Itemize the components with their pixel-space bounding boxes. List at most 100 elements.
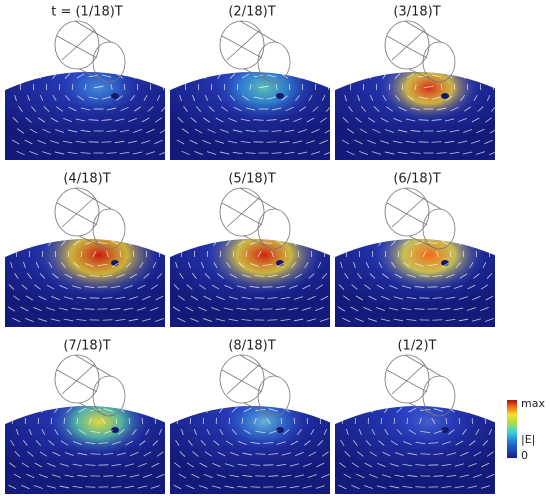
panel-label: t = (1/18)T [51, 5, 123, 20]
field-arrow [441, 262, 450, 268]
field-arrow [359, 128, 368, 134]
field-arrow [150, 485, 160, 489]
field-arrow [223, 307, 234, 311]
field-arrow [111, 441, 121, 445]
wire [56, 35, 98, 59]
panel: (8/18)T [170, 339, 330, 494]
field-arrow [353, 261, 356, 269]
field-arrow [111, 240, 120, 246]
field-arrow [317, 261, 322, 269]
field-arrow [410, 152, 421, 154]
field-arrow [337, 306, 346, 312]
field-arrow [215, 318, 226, 322]
field-arrow [139, 440, 146, 446]
field-arrow [281, 95, 288, 101]
field-arrow [42, 128, 51, 134]
field-arrow [351, 462, 359, 468]
field-arrow [115, 417, 118, 425]
wire-ring [219, 354, 265, 404]
wireframe [219, 187, 291, 250]
field-arrow [401, 285, 412, 289]
field-arrow [189, 139, 198, 145]
field-arrow [194, 151, 203, 155]
field-arrow [217, 273, 224, 279]
field-arrow [123, 83, 126, 91]
field-arrow [177, 117, 184, 123]
field-arrow [319, 139, 328, 145]
field-arrow [250, 441, 261, 445]
field-arrow [393, 318, 404, 322]
field-arrow [340, 261, 343, 269]
field-arrow [52, 451, 61, 457]
field-arrow [89, 275, 100, 277]
field-arrow [267, 274, 278, 278]
field-arrow [78, 429, 87, 435]
field-arrow [21, 484, 30, 490]
field-arrow [475, 428, 480, 436]
field-arrow [178, 295, 185, 301]
field-arrow [268, 475, 279, 477]
field-arrow [116, 95, 123, 101]
wire-ring [422, 41, 456, 83]
field-arrow [458, 318, 469, 322]
field-arrow [134, 106, 142, 112]
field-arrow [241, 319, 252, 321]
field-arrow [280, 73, 289, 79]
field-arrow [403, 441, 412, 445]
field-arrow [484, 139, 493, 145]
field-arrow [445, 296, 456, 300]
field-arrow [54, 151, 65, 155]
field-arrow [369, 451, 377, 457]
field-arrow [212, 462, 221, 468]
field-arrow [49, 140, 60, 144]
field-arrow [371, 428, 376, 436]
field-arrow [398, 106, 407, 112]
field-arrow [379, 140, 390, 144]
field-arrow [47, 462, 56, 468]
field-arrow [190, 317, 199, 323]
field-arrow [480, 307, 489, 311]
field-arrow [231, 429, 238, 435]
field-arrow [427, 263, 438, 267]
field-arrow [281, 274, 290, 278]
field-arrow [64, 273, 73, 279]
field-arrow [358, 406, 363, 414]
field-arrow [448, 429, 455, 435]
field-arrow [458, 296, 469, 300]
field-arrow [392, 140, 403, 144]
field-arrow [458, 117, 467, 123]
field-arrow [414, 308, 425, 310]
field-arrow [46, 284, 55, 290]
field-arrow [103, 453, 114, 455]
field-arrow [241, 73, 250, 79]
field-arrow [445, 417, 448, 425]
field-arrow [52, 273, 59, 279]
field-arrow [469, 440, 476, 446]
wire-ring [422, 208, 456, 250]
field-arrow [48, 261, 53, 269]
field-arrow [472, 474, 482, 478]
field-arrow [393, 296, 404, 300]
field-arrow [25, 295, 34, 301]
field-arrow [258, 85, 269, 89]
field-arrow [199, 462, 208, 468]
field-arrow [194, 128, 203, 134]
field-arrow [119, 151, 130, 155]
field-arrow [420, 409, 431, 411]
field-arrow [343, 295, 350, 301]
field-arrow [111, 486, 122, 488]
field-arrow [190, 117, 197, 123]
panel-label: (8/18)T [228, 339, 275, 354]
field-arrow [471, 117, 480, 123]
field-arrow [26, 473, 35, 479]
field-arrow [381, 296, 390, 300]
field-arrow [342, 317, 351, 323]
field-arrow [293, 296, 304, 300]
field-arrow [415, 441, 426, 445]
field-arrow [200, 440, 207, 446]
field-arrow [50, 117, 59, 123]
wire [78, 402, 108, 417]
field-arrow [101, 119, 112, 121]
field-arrow [378, 261, 383, 269]
field-arrow [150, 307, 159, 311]
